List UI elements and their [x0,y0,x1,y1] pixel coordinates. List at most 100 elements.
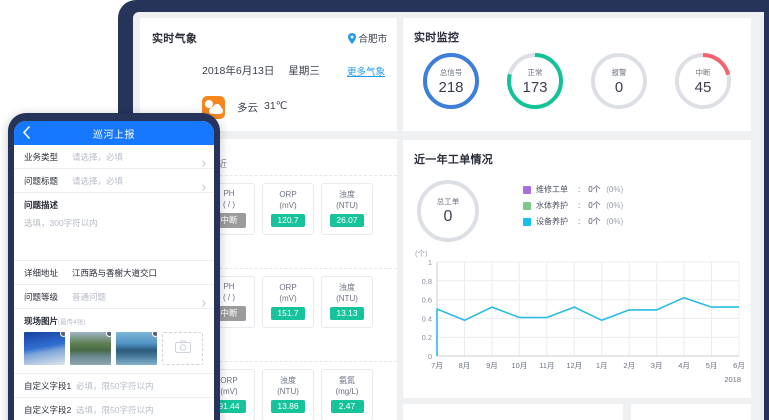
field-description[interactable]: 问题描述 选填，300字符以内 [14,193,214,261]
weather-condition-row: 多云 31℃ [202,96,287,119]
metric-unit: (mV) [279,200,297,210]
gauge-label: 报警 [611,67,627,77]
metric-unit: (NTU) [336,293,358,303]
metric-card[interactable]: 浊度 (NTU) 26.07 [321,183,373,235]
photo-thumbnail[interactable] [24,332,65,365]
metric-value: 151.7 [271,306,305,320]
svg-text:3月: 3月 [651,361,663,370]
gauge-label: 正常 [527,67,543,77]
close-circle-icon[interactable] [60,332,65,337]
gauge-value: 45 [694,78,712,96]
mobile-page-title: 巡河上报 [93,129,135,141]
field-description-label: 问题描述 [24,200,59,210]
gauge-2: 报警 0 [588,50,650,112]
legend-swatch-icon [523,185,531,194]
field-site-photos-hint: (最传4张) [58,319,86,326]
legend-item-1: 水体养护:0个 (0%) [523,200,623,211]
close-circle-icon[interactable] [152,332,157,337]
weather-more-link[interactable]: 更多气象 [346,67,385,78]
svg-text:11月: 11月 [539,361,554,370]
svg-text:0.8: 0.8 [422,277,432,286]
gauge-value: 218 [438,78,464,96]
svg-text:0: 0 [428,352,432,361]
svg-text:0.6: 0.6 [422,296,432,305]
metric-name: 浊度 [339,283,355,293]
chevron-right-icon [202,154,206,167]
add-photo-button[interactable] [162,332,203,365]
field-problem-title[interactable]: 问题标题 请选择，必填 [14,169,214,193]
gauge-0: 总信号 218 [420,50,482,112]
mobile-navbar: 巡河上报 [14,121,214,145]
photo-thumbnail[interactable] [116,332,157,365]
legend-swatch-icon [523,217,531,226]
field-address-value: 江西路与香榭大道交口 [72,267,158,278]
weather-date-row: 2018年6月13日 星期三 [202,63,320,78]
close-circle-icon[interactable] [106,332,111,337]
gauge-1: 正常 173 [504,50,566,112]
chevron-left-icon[interactable] [22,126,30,139]
chart-year-note: 2018 [724,375,741,384]
work-order-card: 近一年工单情况 总工单 0 维修工单:0个 (0%) 水体养护:0个 (0%) 设备养护… [403,140,751,398]
gauge-label: 总信号 [439,67,463,77]
svg-text:0.4: 0.4 [422,314,432,323]
weather-location[interactable]: 合肥市 [348,31,387,45]
metric-card[interactable]: 浊度 (NTU) 13.13 [321,276,373,328]
metric-unit: (mg/L) [335,386,359,396]
station-divider [140,268,397,269]
metric-unit: ( / ) [223,199,235,209]
weather-weekday-label: 星期三 [288,65,320,77]
legend-name: 设备养护 [536,217,568,226]
metric-value: 13.13 [330,306,364,320]
legend-name: 维修工单 [536,185,568,194]
work-order-summary: 总工单 0 维修工单:0个 (0%) 水体养护:0个 (0%) 设备养护:0个 (0%) [415,178,623,244]
metric-card[interactable]: ORP (mV) 151.7 [262,276,314,328]
metric-unit: (mV) [279,293,297,303]
field-problem-title-placeholder: 请选择，必填 [72,175,124,186]
metric-card[interactable]: 氨氮 (mg/L) 2.47 [321,369,373,420]
svg-text:5月: 5月 [706,361,718,370]
bottom-card-left [403,404,623,420]
legend-percent: (0%) [606,217,624,226]
chevron-right-icon [202,294,206,307]
field-problem-level[interactable]: 问题等级 普通问题 [14,285,214,309]
weather-location-label: 合肥市 [358,34,387,45]
field-business-type-placeholder: 请选择，必填 [72,151,124,162]
svg-text:12月: 12月 [566,361,582,370]
svg-text:0.2: 0.2 [422,333,432,342]
metric-card[interactable]: 浊度 (NTU) 13.86 [262,369,314,420]
legend-count: 0个 [588,185,601,194]
legend-count: 0个 [588,201,601,210]
metric-value: 中断 [212,305,246,321]
chart-svg: 0 0.2 0.4 0.6 0.8 1 7月 8月 9月 10月 11月 12月 1月 2月 3月 4月 5月 6… [422,258,745,370]
field-problem-level-placeholder: 普通问题 [72,291,107,302]
metric-name: ORP [279,283,297,293]
realtime-monitor-card: 实时监控 总信号 218 正常 173 报警 0 中断 45 [403,18,751,131]
gauge-row: 总信号 218 正常 173 报警 0 中断 45 [409,50,745,112]
metric-card[interactable]: ORP (mV) 120.7 [262,183,314,235]
metric-unit: (NTU) [336,200,358,210]
field-custom-2-label: 自定义字段2 [24,404,72,415]
weather-card: 实时气象 合肥市 2018年6月13日 星期三 更多气象 多云 31℃ [140,18,397,131]
field-description-placeholder: 选填，300字符以内 [24,218,98,228]
svg-text:7月: 7月 [431,361,443,370]
metric-value: 2.47 [330,399,364,413]
gauge-label: 中断 [695,67,711,77]
work-order-line-chart: (个) 0 0.2 0.4 0.6 0.8 1 7月 8月 9月 10月 11月 12月 1月 2月 3月 4… [409,248,745,388]
field-site-photos-label: 现场图片 [24,316,59,326]
field-custom-2[interactable]: 自定义字段2 选填，限50字符以内 [14,398,214,420]
field-business-type[interactable]: 业务类型 请选择，必填 [14,145,214,169]
legend-name: 水体养护 [536,201,568,210]
gauge-3: 中断 45 [672,50,734,112]
svg-text:1: 1 [428,258,432,267]
field-custom-1[interactable]: 自定义字段1 必填，限50字符以内 [14,374,214,398]
map-pin-icon [348,32,357,44]
metric-value: 13.86 [271,399,305,413]
total-work-order-value: 0 [443,208,453,225]
svg-text:6月: 6月 [733,361,745,370]
weather-date-label: 2018年6月13日 [202,65,275,77]
metric-name: 浊度 [339,190,355,200]
field-site-photos: 现场图片(最传4张) [14,309,214,374]
metric-unit: ( / ) [223,292,235,302]
field-address[interactable]: 详细地址 江西路与香榭大道交口 [14,261,214,285]
photo-thumbnail[interactable] [70,332,111,365]
